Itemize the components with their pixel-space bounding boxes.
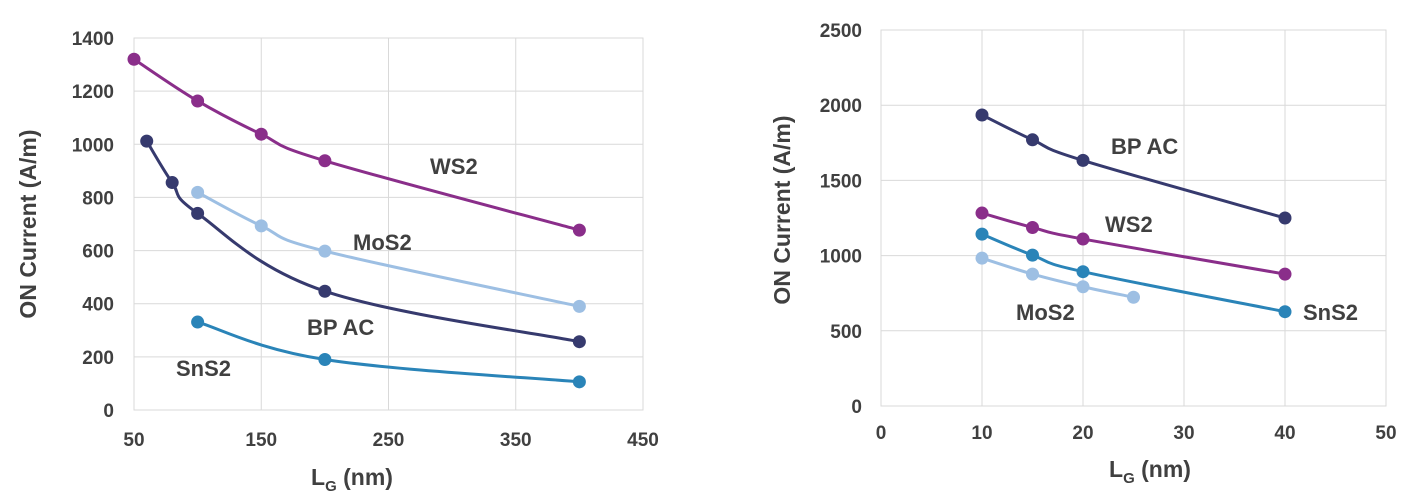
y-axis-title: ON Current (A/m) xyxy=(15,129,41,318)
x-tick-label: 150 xyxy=(245,430,277,451)
x-tick-label: 20 xyxy=(1072,423,1093,444)
series-label-ws2: WS2 xyxy=(1105,212,1153,237)
series-label-bp-ac: BP AC xyxy=(1111,134,1178,159)
data-point-ws2 xyxy=(1026,220,1039,234)
data-point-bp-ac xyxy=(1026,133,1039,147)
data-point-mos2 xyxy=(572,299,586,313)
series-line-sns2 xyxy=(981,232,1286,314)
y-tick-label: 1200 xyxy=(72,82,114,103)
data-point-ws2 xyxy=(318,154,332,168)
data-point-ws2 xyxy=(1278,267,1292,281)
data-point-bp-ac xyxy=(1076,153,1090,167)
series-label-sns2: SnS2 xyxy=(1303,300,1358,325)
data-point-sns2 xyxy=(1026,248,1039,262)
data-point-bp-ac xyxy=(165,176,179,190)
y-tick-label: 400 xyxy=(82,295,114,316)
x-tick-label: 450 xyxy=(627,430,659,451)
data-point-mos2 xyxy=(1026,267,1039,281)
data-point-sns2 xyxy=(975,227,989,241)
series-line-sns2 xyxy=(197,320,580,384)
data-point-bp-ac xyxy=(572,335,586,349)
series-label-sns2: SnS2 xyxy=(176,356,231,381)
plot-area-frame xyxy=(880,29,1387,407)
data-point-ws2 xyxy=(254,127,268,141)
x-tick-label: 40 xyxy=(1274,423,1295,444)
y-tick-label: 200 xyxy=(82,348,114,369)
x-tick-label: 30 xyxy=(1173,423,1194,444)
data-point-sns2 xyxy=(191,315,205,329)
series-line-mos2 xyxy=(981,256,1134,299)
series-label-mos2: MoS2 xyxy=(1016,300,1075,325)
data-point-mos2 xyxy=(1127,290,1140,304)
y-tick-label: 1400 xyxy=(72,29,114,50)
y-tick-label: 0 xyxy=(851,397,862,418)
x-tick-label: 10 xyxy=(971,423,992,444)
x-axis-title: LG (nm) xyxy=(311,464,393,495)
data-point-mos2 xyxy=(254,219,268,233)
y-tick-label: 800 xyxy=(82,188,114,209)
series-line-ws2 xyxy=(981,211,1286,276)
data-point-bp-ac xyxy=(975,108,989,122)
x-tick-label: 250 xyxy=(373,430,405,451)
y-tick-label: 1000 xyxy=(72,135,114,156)
data-point-mos2 xyxy=(975,251,989,265)
chart-1: 0 200 400 600 800 1000 1200 1400 50 150 250 350 450 O… xyxy=(15,29,659,495)
x-axis-title: LG (nm) xyxy=(1109,456,1191,487)
chart-2: 0 500 1000 1500 2000 2500 0 10 20 30 40 50 ON Curren… xyxy=(769,21,1397,487)
x-tick-label: 0 xyxy=(876,423,887,444)
data-point-bp-ac xyxy=(1278,211,1292,225)
data-point-ws2 xyxy=(191,94,205,108)
y-tick-label: 1500 xyxy=(820,171,862,192)
y-tick-label: 600 xyxy=(82,242,114,263)
x-tick-label: 50 xyxy=(1375,423,1396,444)
y-tick-label: 2500 xyxy=(820,21,862,42)
x-tick-label: 50 xyxy=(123,430,144,451)
data-point-ws2 xyxy=(572,223,586,237)
data-point-sns2 xyxy=(318,353,332,367)
data-point-ws2 xyxy=(1076,232,1090,246)
series-line-ws2 xyxy=(133,58,580,232)
data-point-mos2 xyxy=(318,244,332,258)
series-label-bp-ac: BP AC xyxy=(307,315,374,340)
series-label-ws2: WS2 xyxy=(430,154,478,179)
y-axis-title: ON Current (A/m) xyxy=(769,115,795,304)
series-label-mos2: MoS2 xyxy=(353,230,412,255)
plot-area-frame xyxy=(133,37,644,411)
data-point-sns2 xyxy=(1076,265,1090,279)
x-tick-label: 350 xyxy=(500,430,532,451)
y-tick-label: 1000 xyxy=(820,247,862,268)
y-tick-label: 500 xyxy=(830,322,862,343)
y-tick-label: 2000 xyxy=(820,96,862,117)
data-point-ws2 xyxy=(127,52,141,66)
data-point-mos2 xyxy=(191,185,205,199)
data-point-ws2 xyxy=(975,206,989,220)
series-line-bp-ac xyxy=(981,113,1286,220)
y-tick-label: 0 xyxy=(103,401,114,422)
data-point-mos2 xyxy=(1076,280,1090,294)
data-point-sns2 xyxy=(572,375,586,389)
data-point-bp-ac xyxy=(140,134,154,148)
data-point-bp-ac xyxy=(318,284,332,298)
series-line-mos2 xyxy=(196,191,580,308)
data-point-sns2 xyxy=(1278,305,1292,319)
data-point-bp-ac xyxy=(191,206,205,220)
